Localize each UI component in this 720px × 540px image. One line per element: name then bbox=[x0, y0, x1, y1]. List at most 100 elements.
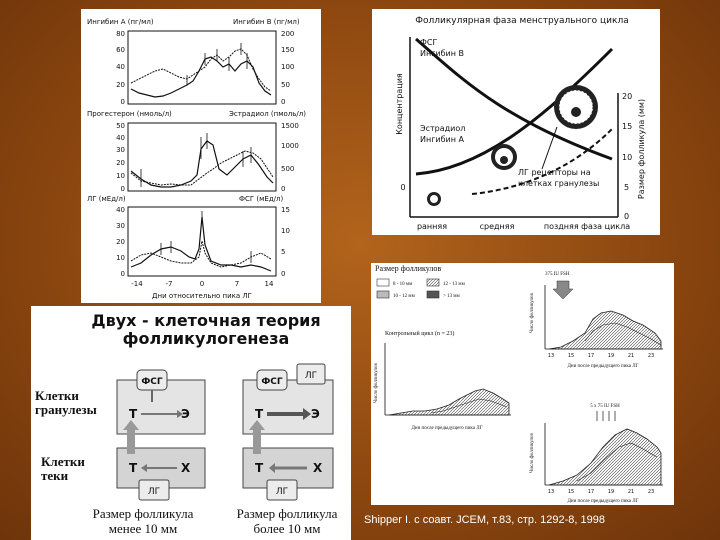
lh-box-right bbox=[266, 479, 298, 501]
follicle-study-figure: Размер фолликулов 8 - 10 мм 12 - 13 мм 1… bbox=[374, 264, 663, 504]
hormone-profiles-panel: Ингибин А (пг/мл) Ингибин В (пг/мл) 80 6… bbox=[81, 9, 321, 303]
androgen-transfer-arrow-left bbox=[127, 426, 135, 454]
lh-receptors-curve bbox=[471, 128, 613, 195]
legend-swatch-3 bbox=[376, 290, 390, 299]
fsh-375-label: 375 IU FSH bbox=[545, 272, 570, 277]
e-granulosa-right: Э bbox=[311, 407, 320, 421]
lh-box-right-top bbox=[296, 363, 326, 385]
row2-right-ticks: 1500 1000 500 0 bbox=[281, 122, 299, 193]
medium-follicle-icon bbox=[491, 144, 517, 170]
tick: 20 bbox=[622, 92, 632, 101]
tick: 10 bbox=[622, 153, 632, 162]
fsh-label: ФСГ (мЕд/л) bbox=[239, 195, 284, 203]
bottom-right-ylabel: Число фолликулов bbox=[530, 433, 535, 473]
top-right-area bbox=[548, 310, 662, 350]
small-follicle-icon bbox=[427, 192, 441, 206]
large-follicle-icon bbox=[554, 85, 598, 129]
legend-item-1: 8 - 10 мм bbox=[393, 282, 413, 287]
x-tick: 19 bbox=[608, 353, 614, 359]
x-tick: 0 bbox=[200, 280, 204, 288]
x-axis-label: Дни относительно пика ЛГ bbox=[152, 292, 252, 300]
aromatase-arrowhead-left bbox=[177, 410, 183, 418]
tick: 20 bbox=[116, 81, 125, 89]
tick: 5 bbox=[624, 183, 629, 192]
follicular-phase-figure: Фолликулярная фаза менструального цикла … bbox=[395, 16, 646, 231]
aromatase-arrowhead-right bbox=[303, 408, 311, 420]
tick: 40 bbox=[116, 206, 125, 214]
row3-axes bbox=[127, 206, 277, 277]
tick: 30 bbox=[116, 146, 125, 154]
x-tick: 17 bbox=[588, 489, 594, 495]
right-scheme: ФСГ ЛГ Т Э Т Х ЛГ bbox=[242, 363, 334, 501]
two-cell-theory-figure: Двух - клеточная теория фолликулогенеза … bbox=[35, 311, 338, 536]
tick: 15 bbox=[281, 206, 290, 214]
fsh-line bbox=[130, 240, 272, 268]
lh-text-right: ЛГ bbox=[276, 487, 288, 497]
t-granulosa-right: Т bbox=[255, 407, 264, 421]
x-tick: -14 bbox=[131, 280, 143, 288]
lh-box-left bbox=[138, 479, 170, 501]
lh-receptors-label-1: ЛГ рецепторы на bbox=[518, 168, 591, 177]
x-tick: -7 bbox=[166, 280, 173, 288]
pointer-line bbox=[541, 126, 558, 170]
follicle-study-panel: Размер фолликулов 8 - 10 мм 12 - 13 мм 1… bbox=[371, 263, 674, 505]
x-tick: 15 bbox=[568, 489, 574, 495]
granulosa-label-1: Клетки bbox=[35, 388, 79, 403]
top-right-xlabel: Дни после предыдущего пика ЛГ bbox=[568, 364, 639, 369]
androgen-transfer-head-right bbox=[249, 420, 265, 430]
fsh-text-right: ФСГ bbox=[261, 377, 283, 387]
x-tick: 23 bbox=[648, 489, 654, 495]
tick: 10 bbox=[281, 227, 290, 235]
tick: 20 bbox=[116, 238, 125, 246]
bottom-right-xticks: 13 15 17 19 21 23 bbox=[548, 489, 654, 495]
right-ticks: 20 15 10 5 0 bbox=[622, 92, 632, 221]
androgen-transfer-head-left bbox=[123, 420, 139, 430]
lh-text-right-top: ЛГ bbox=[305, 371, 317, 381]
fsh-curve-label: ФСГ bbox=[420, 38, 437, 47]
fsh-text-left: ФСГ bbox=[141, 377, 163, 387]
caption-left-2: менее 10 мм bbox=[109, 521, 177, 536]
x-theca-left: Х bbox=[181, 461, 191, 475]
estradiol-line bbox=[130, 150, 274, 186]
x-tick: 14 bbox=[265, 280, 274, 288]
concentration-axis-label: Концентрация bbox=[395, 73, 404, 135]
tick: 150 bbox=[281, 46, 294, 54]
x-tick: 23 bbox=[648, 353, 654, 359]
tick: 0 bbox=[121, 98, 125, 106]
cholesterol-arrowhead-right bbox=[269, 463, 275, 473]
progesterone-line bbox=[130, 140, 274, 188]
tick: 1500 bbox=[281, 122, 299, 130]
legend-swatch-1 bbox=[376, 278, 390, 287]
tick: 50 bbox=[281, 81, 290, 89]
theory-title-1: Двух - клеточная теория bbox=[91, 311, 320, 330]
x-ticks: -14 -7 0 7 14 bbox=[131, 280, 274, 288]
row2-left-ticks: 50 40 30 20 10 0 bbox=[116, 122, 125, 193]
tick: 20 bbox=[116, 159, 125, 167]
tick: 0 bbox=[281, 270, 285, 278]
fsh-375-arrow bbox=[552, 280, 574, 300]
caption-right-1: Размер фолликула bbox=[237, 506, 338, 521]
lh-text-left: ЛГ bbox=[148, 487, 160, 497]
row2-error-bars bbox=[140, 133, 252, 187]
bottom-right-xlabel: Дни после предыдущего пика ЛГ bbox=[568, 499, 639, 504]
estradiol-curve-label: Эстрадиол bbox=[420, 124, 465, 133]
caption-left-1: Размер фолликула bbox=[93, 506, 194, 521]
top-right-xticks: 13 15 17 19 21 23 bbox=[548, 353, 654, 359]
granulosa-label-2: гранулезы bbox=[35, 402, 97, 417]
tick: 0 bbox=[281, 98, 285, 106]
inhibin-b-line bbox=[130, 48, 272, 92]
control-cycle-label: Контрольный цикл (n = 23) bbox=[385, 330, 454, 337]
x-tick: 17 bbox=[588, 353, 594, 359]
phase-late: поздняя фаза цикла bbox=[544, 222, 630, 231]
two-cell-theory-panel: Двух - клеточная теория фолликулогенеза … bbox=[31, 306, 351, 540]
legend-title: Размер фолликулов bbox=[375, 264, 441, 273]
estradiol-inhibin-a-curve bbox=[415, 47, 614, 176]
tick: 0 bbox=[121, 185, 125, 193]
e-granulosa-left: Э bbox=[181, 407, 190, 421]
x-tick: 7 bbox=[235, 280, 239, 288]
tick: 60 bbox=[116, 46, 125, 54]
tick: 0 bbox=[121, 270, 125, 278]
legend-item-4: > 13 мм bbox=[443, 294, 460, 299]
tick: 15 bbox=[622, 122, 632, 131]
left-area bbox=[388, 388, 510, 416]
